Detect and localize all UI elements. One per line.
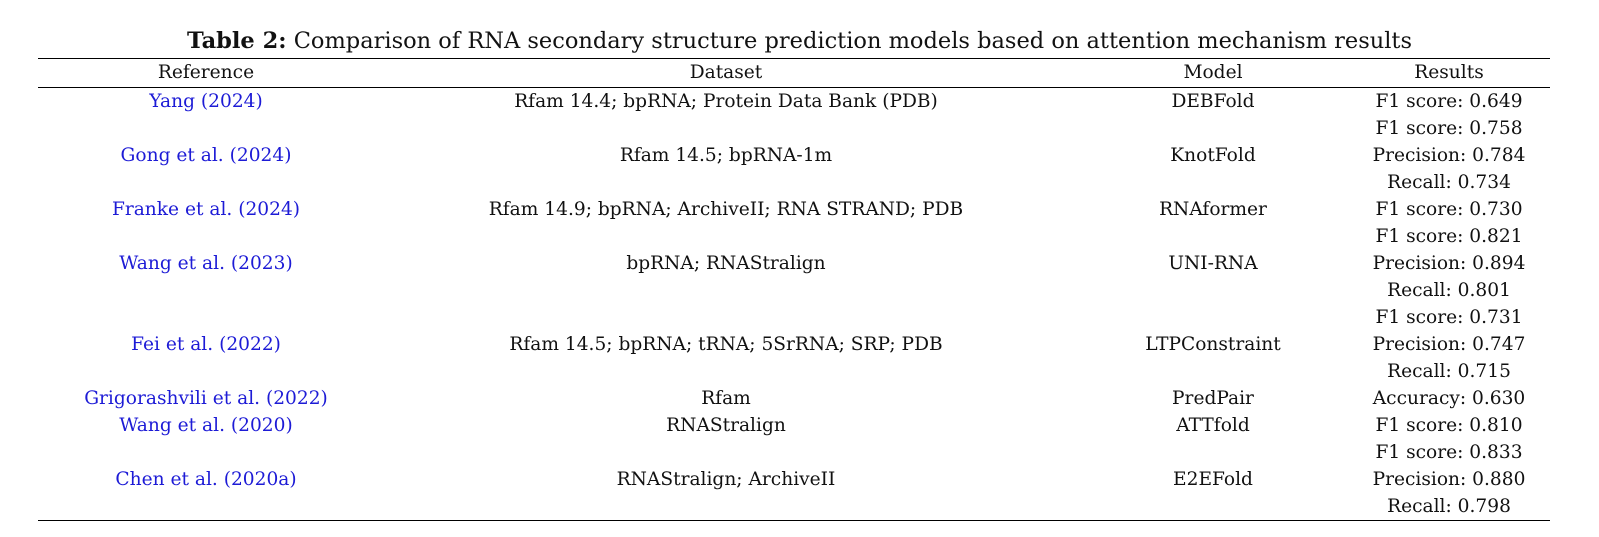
- table-row: Wang et al. (2023) bpRNA; RNAStralign UNI-…: [38, 223, 1550, 304]
- results-cell: F1 score: 0.833 Precision: 0.880 Recall: 0…: [1348, 439, 1550, 521]
- dataset-cell: Rfam 14.5; bpRNA-1m: [619, 145, 833, 166]
- header-reference: Reference: [38, 58, 374, 88]
- model-cell: KnotFold: [1170, 145, 1256, 166]
- comparison-table: Reference Dataset Model Results Yang (20…: [38, 58, 1550, 521]
- result-line: F1 score: 0.731: [1375, 307, 1523, 328]
- table-caption: Table 2: Comparison of RNA secondary str…: [0, 24, 1599, 58]
- dataset-cell: Rfam 14.9; bpRNA; ArchiveII; RNA STRAND;…: [488, 199, 964, 220]
- table-row: Fei et al. (2022) Rfam 14.5; bpRNA; tRNA;…: [38, 304, 1550, 385]
- model-cell: UNI-RNA: [1168, 253, 1258, 274]
- model-cell: E2EFold: [1078, 439, 1348, 521]
- results-cell: F1 score: 0.821 Precision: 0.894 Recall: 0…: [1348, 223, 1550, 304]
- caption-text: Comparison of RNA secondary structure pr…: [293, 28, 1413, 54]
- result-line: F1 score: 0.833: [1375, 442, 1523, 463]
- header-row: Reference Dataset Model Results: [38, 58, 1550, 88]
- dataset-cell: Rfam 14.5; bpRNA; tRNA; 5SrRNA; SRP; PDB: [509, 334, 943, 355]
- table-body: Yang (2024) Rfam 14.4; bpRNA; Protein Dat…: [38, 88, 1550, 521]
- result-line: F1 score: 0.821: [1375, 226, 1523, 247]
- header-model: Model: [1078, 58, 1348, 88]
- table-row: Chen et al. (2020a) RNAStralign; ArchiveI…: [38, 439, 1550, 521]
- model-cell: ATTfold: [1176, 415, 1250, 436]
- model-cell: DEBFold: [1171, 91, 1255, 112]
- reference-link[interactable]: Gong et al. (2024): [120, 145, 292, 166]
- results-cell: F1 score: 0.731 Precision: 0.747 Recall: 0…: [1348, 304, 1550, 385]
- table-row: Grigorashvili et al. (2022) Rfam PredPair A…: [38, 385, 1550, 412]
- reference-link[interactable]: Fei et al. (2022): [131, 334, 281, 355]
- results-cell: F1 score: 0.649: [1348, 88, 1550, 116]
- result-line: F1 score: 0.810: [1375, 415, 1523, 436]
- result-line: Precision: 0.747: [1372, 334, 1526, 355]
- dataset-cell: Rfam: [701, 388, 751, 409]
- result-line: F1 score: 0.730: [1375, 199, 1523, 220]
- reference-link[interactable]: Yang (2024): [149, 91, 263, 112]
- table-row: Yang (2024) Rfam 14.4; bpRNA; Protein Dat…: [38, 88, 1550, 116]
- reference-link[interactable]: Grigorashvili et al. (2022): [84, 388, 328, 409]
- model-cell: PredPair: [1172, 388, 1254, 409]
- caption-label: Table 2:: [186, 28, 287, 54]
- result-line: Precision: 0.784: [1372, 145, 1526, 166]
- result-line: Recall: 0.801: [1387, 280, 1511, 301]
- dataset-cell: RNAStralign: [666, 415, 786, 436]
- table-row: Gong et al. (2024) Rfam 14.5; bpRNA-1m Kno…: [38, 115, 1550, 196]
- result-line: Accuracy: 0.630: [1372, 388, 1526, 409]
- result-line: F1 score: 0.758: [1375, 118, 1523, 139]
- reference-link[interactable]: Wang et al. (2023): [119, 253, 293, 274]
- dataset-cell: RNAStralign; ArchiveII: [374, 439, 1078, 521]
- reference-link[interactable]: Franke et al. (2024): [111, 199, 301, 220]
- result-line: Recall: 0.715: [1387, 361, 1511, 382]
- reference-link[interactable]: Chen et al. (2020a): [38, 439, 374, 521]
- result-line: Recall: 0.798: [1387, 496, 1511, 517]
- header-results: Results: [1348, 58, 1550, 88]
- results-cell: F1 score: 0.730: [1348, 196, 1550, 223]
- result-line: Precision: 0.894: [1372, 253, 1526, 274]
- header-dataset: Dataset: [374, 58, 1078, 88]
- results-cell: F1 score: 0.758 Precision: 0.784 Recall: 0…: [1348, 115, 1550, 196]
- results-cell: F1 score: 0.810: [1348, 412, 1550, 439]
- dataset-cell: Rfam 14.4; bpRNA; Protein Data Bank (PDB…: [514, 91, 938, 112]
- reference-link[interactable]: Wang et al. (2020): [119, 415, 293, 436]
- model-cell: RNAformer: [1159, 199, 1267, 220]
- result-line: Recall: 0.734: [1387, 172, 1511, 193]
- model-cell: LTPConstraint: [1145, 334, 1281, 355]
- table-row: Wang et al. (2020) RNAStralign ATTfold F1 s…: [38, 412, 1550, 439]
- result-line: Precision: 0.880: [1372, 469, 1526, 490]
- table-row: Franke et al. (2024) Rfam 14.9; bpRNA; Ar…: [38, 196, 1550, 223]
- dataset-cell: bpRNA; RNAStralign: [626, 253, 826, 274]
- results-cell: Accuracy: 0.630: [1348, 385, 1550, 412]
- result-line: F1 score: 0.649: [1375, 91, 1523, 112]
